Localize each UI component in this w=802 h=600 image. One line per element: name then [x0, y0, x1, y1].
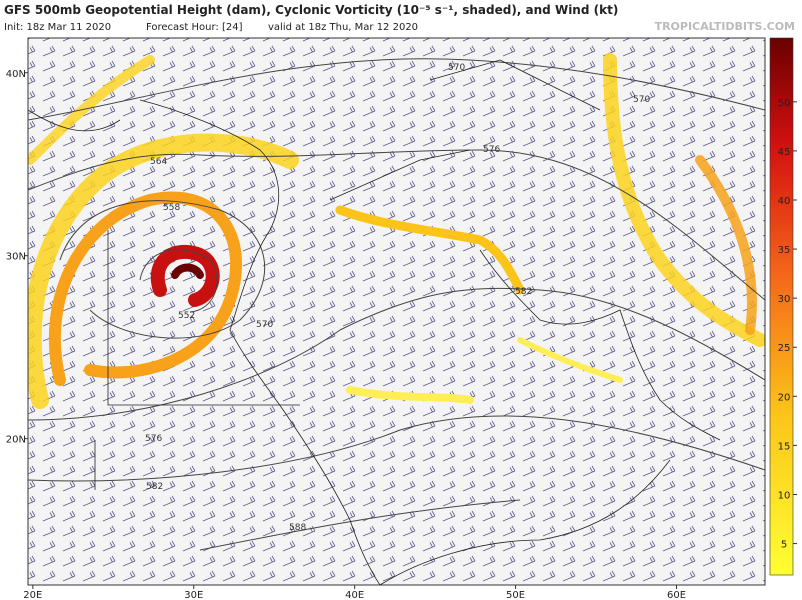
colorbar-tick-label: 20 — [778, 392, 791, 403]
contour-label: 582 — [146, 482, 163, 492]
coastlines — [28, 59, 721, 585]
contour-label: 582 — [515, 287, 532, 297]
colorbar-tick-label: 35 — [778, 245, 791, 256]
lat-tick-label: 40N — [6, 69, 26, 80]
colorbar-tick-label: 10 — [778, 490, 791, 501]
map-area: 570 570 576 564 558 552 570 582 576 582 … — [28, 38, 765, 585]
contour-label: 576 — [483, 145, 500, 155]
lat-tick-label: 20N — [6, 435, 26, 446]
contour-label: 588 — [289, 523, 306, 533]
height-contours — [28, 58, 765, 551]
colorbar-tick-label: 15 — [778, 441, 791, 452]
map-frame — [27, 37, 766, 586]
init-time: Init: 18z Mar 11 2020 — [4, 22, 111, 33]
contour-label: 570 — [256, 320, 273, 330]
colorbar-tick-label: 45 — [778, 147, 791, 158]
contour-label: 552 — [178, 311, 195, 321]
lon-tick-label: 20E — [23, 590, 42, 600]
lon-tick-label: 30E — [184, 590, 203, 600]
wind-barbs — [28, 38, 765, 585]
forecast-hour: Forecast Hour: [24] — [146, 22, 243, 33]
title: GFS 500mb Geopotential Height (dam), Cyc… — [4, 3, 618, 17]
lon-tick-label: 50E — [506, 590, 525, 600]
colorbar-tick-label: 5 — [781, 540, 787, 551]
contour-label: 570 — [448, 63, 465, 73]
lat-tick-label: 30N — [6, 252, 26, 263]
colorbar-tick-label: 25 — [778, 343, 791, 354]
colorbar-tick-label: 30 — [778, 294, 791, 305]
contour-label: 564 — [150, 157, 167, 167]
lon-tick-label: 40E — [345, 590, 364, 600]
colorbar — [769, 37, 794, 576]
valid-time: valid at 18z Thu, Mar 12 2020 — [268, 22, 418, 33]
contour-label: 558 — [163, 203, 180, 213]
contour-label: 576 — [145, 434, 162, 444]
contour-labels: 570 570 576 564 558 552 570 582 576 582 … — [145, 63, 650, 533]
colorbar-tick-label: 40 — [778, 196, 791, 207]
colorbar-tick-label: 50 — [778, 98, 791, 109]
lon-tick-label: 60E — [667, 590, 686, 600]
contour-label: 570 — [633, 95, 650, 105]
watermark: TROPICALTIDBITS.COM — [655, 20, 795, 33]
